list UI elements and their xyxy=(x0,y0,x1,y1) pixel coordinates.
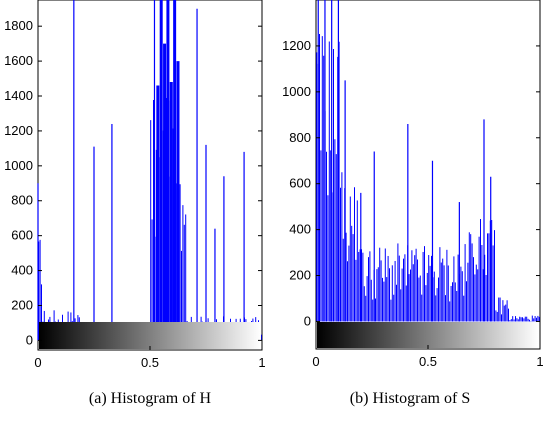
histogram-s-y-tick-label: 800 xyxy=(289,130,311,145)
histogram-h-x-ticks: 0 0.5 1 xyxy=(34,346,266,370)
histogram-h-bars xyxy=(37,0,262,341)
histogram-s-y-tick-label: 0 xyxy=(304,313,311,328)
histogram-h-colorbar xyxy=(39,322,261,349)
histogram-s-y-tick-label: 1000 xyxy=(282,84,311,99)
histogram-h-y-tick-label: 800 xyxy=(11,193,33,208)
histogram-h-y-tick-label: 600 xyxy=(11,228,33,243)
histogram-h-y-tick-label: 400 xyxy=(11,263,33,278)
histogram-h-y-tick-label: 1400 xyxy=(4,88,33,103)
histogram-s-y-tick-label: 400 xyxy=(289,222,311,237)
histogram-h-x-tick-label: 0 xyxy=(34,355,41,370)
histogram-h-y-tick-label: 0 xyxy=(26,332,33,347)
histogram-h-y-tick-label: 1200 xyxy=(4,123,33,138)
histogram-s-x-ticks: 0 0.5 1 xyxy=(312,345,544,369)
histogram-s-x-tick-label: 1 xyxy=(536,354,543,369)
histogram-h-x-tick-label: 0.5 xyxy=(141,355,159,370)
histogram-s-x-tick-label: 0 xyxy=(312,354,319,369)
histogram-h-y-tick-label: 200 xyxy=(11,297,33,312)
histogram-s-x-tick-label: 0.5 xyxy=(419,354,437,369)
histogram-s-bars xyxy=(316,0,540,322)
histogram-h-x-tick-label: 1 xyxy=(258,355,265,370)
histogram-h-y-tick-label: 1600 xyxy=(4,53,33,68)
histogram-s-y-tick-label: 200 xyxy=(289,268,311,283)
histogram-h-y-ticks: 0 200 400 600 800 1000 1200 1400 1600 1800 xyxy=(4,18,262,347)
histogram-s-y-tick-label: 1200 xyxy=(282,38,311,53)
histogram-h-y-tick-label: 1000 xyxy=(4,158,33,173)
histogram-h-axes-box xyxy=(37,0,263,351)
histogram-s-axes-box xyxy=(315,0,541,350)
histogram-s-colorbar xyxy=(317,322,539,348)
histogram-s-y-tick-label: 600 xyxy=(289,176,311,191)
histogram-h-y-tick-label: 1800 xyxy=(4,18,33,33)
histogram-s-y-ticks: 0 200 400 600 800 1000 1200 xyxy=(282,38,540,328)
histogram-h-caption: (a) Histogram of H xyxy=(89,390,212,407)
histogram-s-caption: (b) Histogram of S xyxy=(350,390,470,407)
